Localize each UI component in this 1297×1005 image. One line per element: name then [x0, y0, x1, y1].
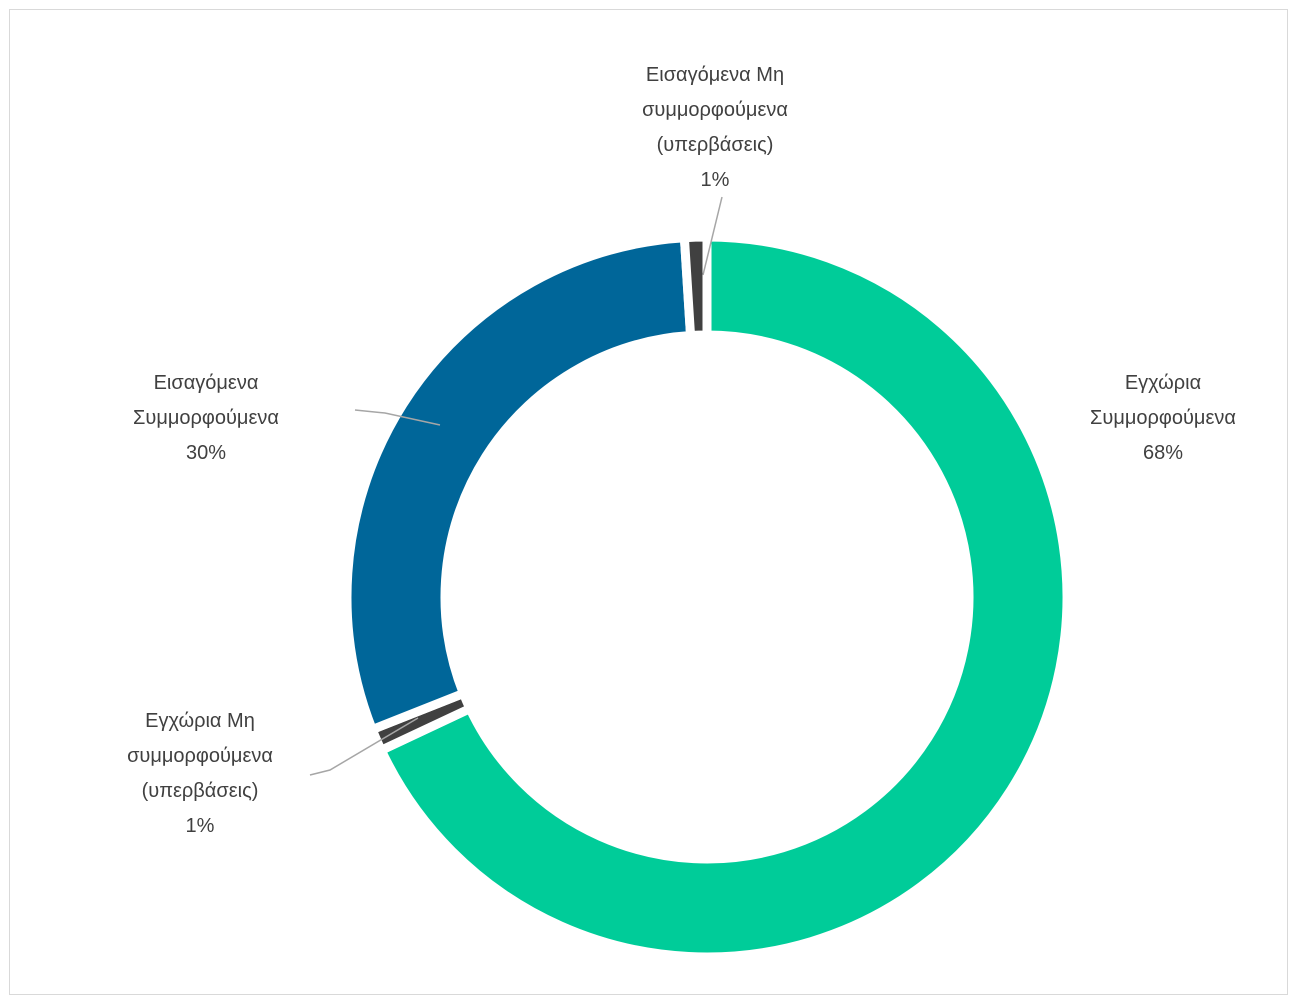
data-label: Εγχώρια Συμμορφούμενα 68%	[1058, 366, 1268, 471]
chart-frame	[9, 9, 1288, 995]
data-label: Εισαγόμενα Μη συμμορφούμενα (υπερβάσεις)…	[610, 58, 820, 198]
label-name: Εισαγόμενα Συμμορφούμενα	[133, 372, 279, 429]
donut-slice	[342, 232, 696, 736]
label-value: 30%	[185, 442, 227, 464]
leader-line	[354, 409, 441, 426]
label-value: 68%	[1142, 442, 1184, 464]
label-name: Εισαγόμενα Μη συμμορφούμενα (υπερβάσεις)	[642, 64, 788, 156]
label-name: Εγχώρια Μη συμμορφούμενα (υπερβάσεις)	[127, 710, 273, 802]
label-value: 1%	[185, 815, 215, 837]
leader-line	[702, 196, 723, 276]
data-label: Εγχώρια Μη συμμορφούμενα (υπερβάσεις) 1%	[95, 704, 305, 844]
label-value: 1%	[700, 169, 730, 191]
donut-slice	[679, 232, 712, 341]
donut-slice	[375, 232, 1072, 962]
leader-line	[309, 717, 419, 776]
data-label: Εισαγόμενα Συμμορφούμενα 30%	[101, 366, 311, 471]
label-name: Εγχώρια Συμμορφούμενα	[1090, 372, 1236, 429]
